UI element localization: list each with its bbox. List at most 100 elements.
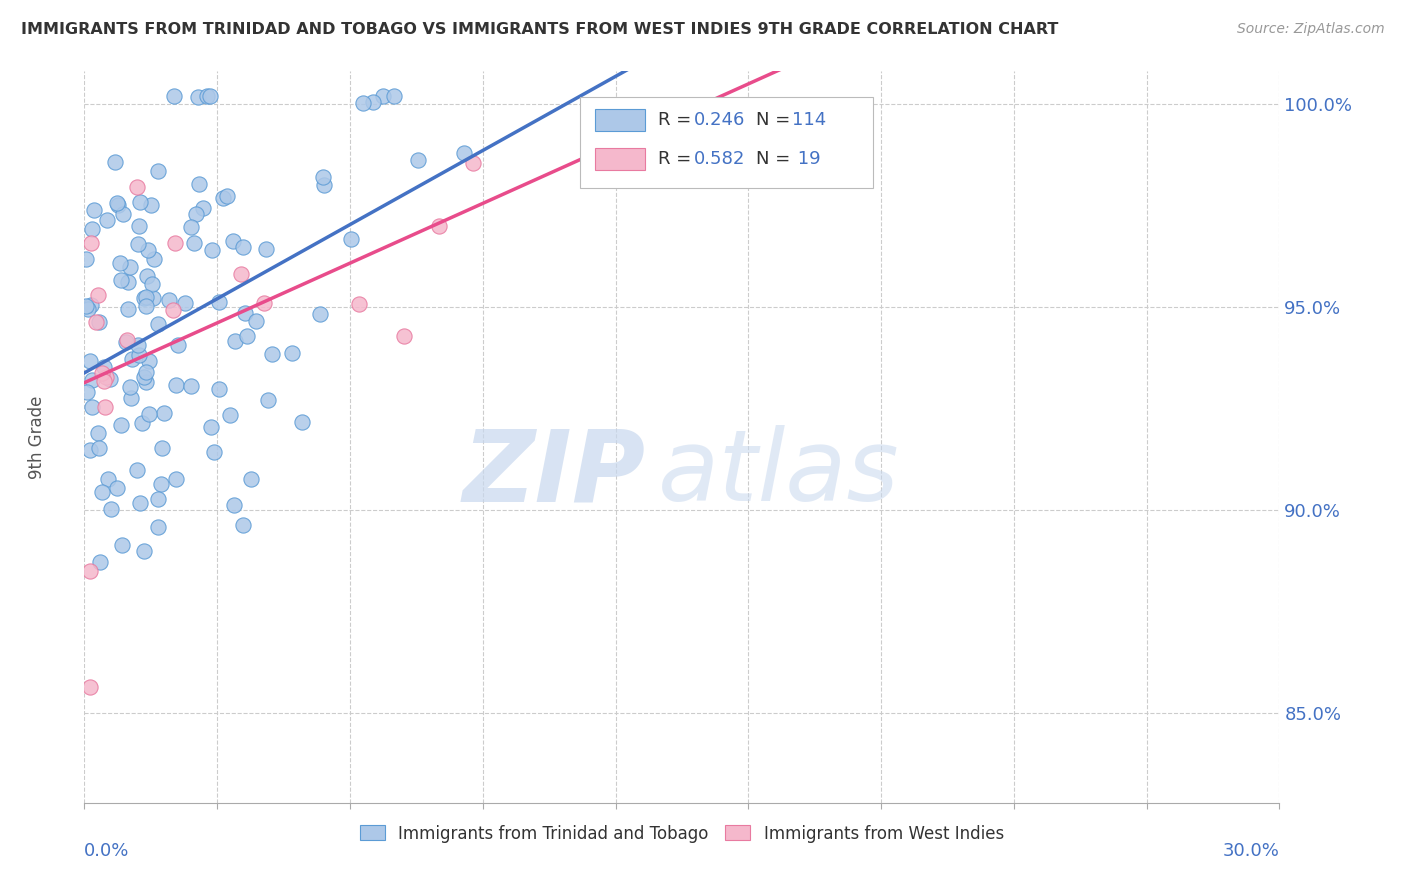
Point bbox=[200, 420, 222, 434]
Point bbox=[75, 252, 97, 267]
Point bbox=[347, 297, 370, 311]
Text: Source: ZipAtlas.com: Source: ZipAtlas.com bbox=[1237, 22, 1385, 37]
Point bbox=[120, 391, 142, 405]
Point bbox=[187, 177, 209, 191]
Point bbox=[224, 334, 246, 349]
Point bbox=[232, 240, 254, 254]
Point bbox=[224, 498, 246, 512]
Point bbox=[94, 370, 117, 384]
Point bbox=[110, 273, 132, 287]
Point bbox=[233, 305, 256, 319]
Point bbox=[115, 333, 138, 347]
Point bbox=[97, 472, 120, 486]
Point bbox=[138, 407, 160, 421]
Point bbox=[208, 295, 231, 310]
Point bbox=[180, 219, 202, 234]
Point bbox=[173, 296, 195, 310]
Point bbox=[100, 502, 122, 516]
Point bbox=[231, 267, 253, 281]
Point bbox=[82, 373, 104, 387]
Point bbox=[392, 329, 415, 343]
Point bbox=[253, 296, 276, 310]
Legend: Immigrants from Trinidad and Tobago, Immigrants from West Indies: Immigrants from Trinidad and Tobago, Imm… bbox=[353, 818, 1011, 849]
Point bbox=[84, 315, 107, 329]
Point bbox=[117, 275, 139, 289]
Point bbox=[90, 366, 112, 380]
Point bbox=[157, 293, 180, 308]
Point bbox=[146, 520, 169, 534]
Text: IMMIGRANTS FROM TRINIDAD AND TOBAGO VS IMMIGRANTS FROM WEST INDIES 9TH GRADE COR: IMMIGRANTS FROM TRINIDAD AND TOBAGO VS I… bbox=[21, 22, 1059, 37]
Point bbox=[91, 485, 114, 500]
Point bbox=[87, 288, 110, 302]
Point bbox=[163, 88, 186, 103]
Point bbox=[79, 680, 101, 694]
Point bbox=[127, 236, 149, 251]
Point bbox=[163, 235, 186, 250]
Point bbox=[309, 307, 332, 321]
Point bbox=[87, 426, 110, 441]
Text: 0.0%: 0.0% bbox=[84, 842, 129, 860]
Point bbox=[136, 243, 159, 257]
Point bbox=[142, 252, 165, 266]
Point bbox=[245, 313, 267, 327]
Point bbox=[107, 198, 129, 212]
Point bbox=[80, 400, 103, 414]
Point bbox=[215, 188, 238, 202]
Point bbox=[427, 219, 450, 233]
Point bbox=[110, 418, 132, 433]
Point bbox=[232, 518, 254, 533]
Point bbox=[131, 416, 153, 430]
Point bbox=[76, 385, 98, 400]
Point bbox=[211, 191, 233, 205]
Point bbox=[352, 95, 374, 110]
Point bbox=[104, 155, 127, 169]
Point bbox=[141, 277, 163, 291]
Point bbox=[115, 335, 138, 350]
Point bbox=[262, 347, 284, 361]
Point bbox=[87, 441, 110, 455]
Point bbox=[453, 145, 475, 160]
Point bbox=[134, 543, 156, 558]
Point bbox=[150, 441, 173, 455]
Point bbox=[146, 317, 169, 331]
Point bbox=[128, 496, 150, 510]
Point bbox=[254, 243, 277, 257]
Point bbox=[187, 90, 209, 104]
Point bbox=[208, 382, 231, 396]
Point bbox=[128, 219, 150, 234]
Point bbox=[191, 201, 214, 215]
Text: 30.0%: 30.0% bbox=[1223, 842, 1279, 860]
Point bbox=[135, 289, 157, 303]
Point bbox=[105, 195, 128, 210]
Point bbox=[80, 222, 103, 236]
FancyBboxPatch shape bbox=[581, 97, 873, 188]
Point bbox=[312, 170, 335, 185]
Point bbox=[79, 564, 101, 578]
Point bbox=[165, 471, 187, 485]
Point bbox=[139, 198, 162, 212]
Point bbox=[162, 302, 184, 317]
Point bbox=[80, 298, 103, 312]
Point bbox=[146, 163, 169, 178]
Point bbox=[135, 299, 157, 313]
Text: 9th Grade: 9th Grade bbox=[28, 395, 46, 479]
Point bbox=[87, 315, 110, 329]
Point bbox=[120, 260, 142, 274]
Point bbox=[83, 202, 105, 217]
Point bbox=[340, 232, 363, 246]
Point bbox=[186, 207, 208, 221]
Point bbox=[96, 213, 118, 227]
Point bbox=[219, 408, 242, 422]
Point bbox=[150, 477, 173, 491]
Point bbox=[235, 328, 257, 343]
Point bbox=[256, 392, 278, 407]
Point bbox=[117, 301, 139, 316]
Point bbox=[165, 377, 187, 392]
Point bbox=[166, 338, 188, 352]
Point bbox=[111, 538, 134, 552]
Point bbox=[132, 369, 155, 384]
Point bbox=[406, 153, 429, 168]
Point bbox=[118, 380, 141, 394]
Point bbox=[463, 155, 485, 169]
Point bbox=[152, 406, 174, 420]
